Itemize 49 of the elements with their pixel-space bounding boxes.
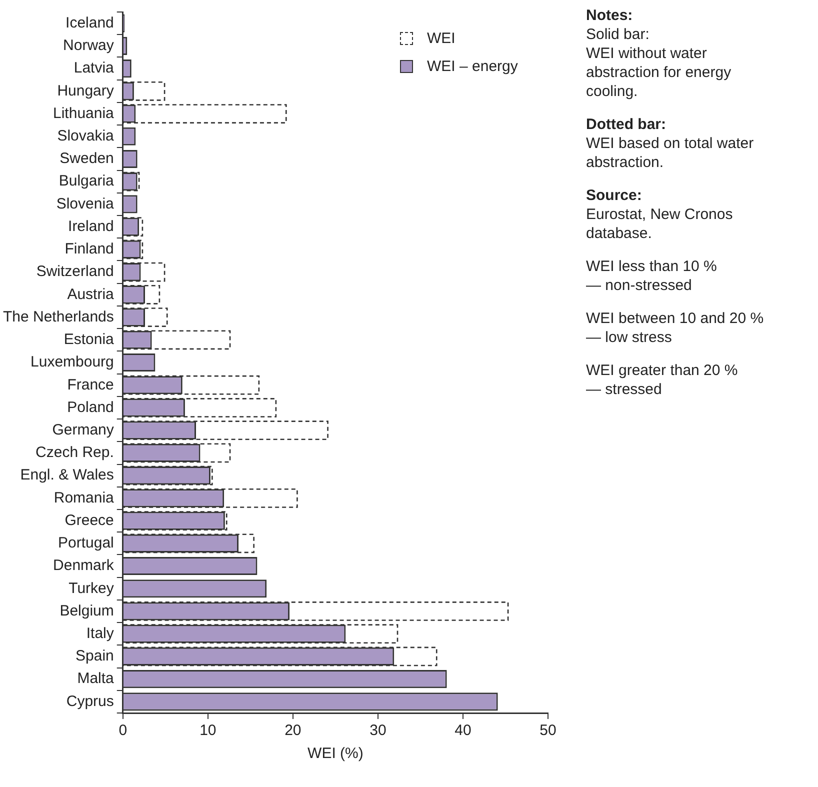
y-tick-label: France xyxy=(67,376,114,394)
y-tick-label: Slovakia xyxy=(57,128,115,145)
y-tick-label: Slovenia xyxy=(56,195,115,212)
y-tick-label: Iceland xyxy=(66,14,114,32)
y-tick-label: Hungary xyxy=(57,82,114,100)
y-tick-label: Luxembourg xyxy=(30,354,114,371)
y-tick-label: Finland xyxy=(64,240,114,258)
y-tick-label: Denmark xyxy=(53,557,114,574)
text: Eurostat, New Cronos database. xyxy=(586,205,734,243)
y-tick-label: Italy xyxy=(86,624,114,642)
x-tick-label: 50 xyxy=(540,722,556,740)
y-tick-label: Lithuania xyxy=(53,104,115,122)
y-tick-label: Poland xyxy=(67,398,114,416)
y-tick-label: Germany xyxy=(52,421,114,438)
y-tick-label: Belgium xyxy=(60,602,114,620)
y-tick-label: Cyprus xyxy=(66,692,114,710)
legend-label: WEI xyxy=(427,30,456,46)
x-tick-label: 10 xyxy=(200,722,216,740)
y-tick-label: Spain xyxy=(76,648,114,665)
y-tick-label: Austria xyxy=(67,286,115,303)
y-tick-label: Estonia xyxy=(64,331,115,348)
y-tick-label: Switzerland xyxy=(36,263,114,280)
text: WEI less than 10 % — non-stressed xyxy=(586,257,718,295)
text: Solid bar: WEI without water abstraction for energy cooling. xyxy=(586,25,732,101)
y-tick-label: Bulgaria xyxy=(58,172,115,190)
y-tick-label: The Netherlands xyxy=(2,308,114,326)
y-tick-label: Ireland xyxy=(68,218,114,235)
text: WEI between 10 and 20 % — low stress xyxy=(586,309,765,347)
text: Notes: xyxy=(586,6,634,25)
text: WEI greater than 20 % — stressed xyxy=(586,361,739,399)
text: Dotted bar: xyxy=(586,115,667,134)
x-tick-label: 0 xyxy=(118,722,128,740)
y-tick-label: Engl. & Wales xyxy=(20,466,114,484)
y-tick-label: Romania xyxy=(54,489,115,506)
y-tick-label: Norway xyxy=(63,37,114,54)
text: WEI based on total water abstraction. xyxy=(586,134,755,172)
y-tick-label: Greece xyxy=(64,512,114,529)
y-tick-label: Turkey xyxy=(68,580,114,597)
y-tick-label: Czech Rep. xyxy=(36,444,114,462)
source-note: Source: xyxy=(586,186,643,205)
x-tick-label: 20 xyxy=(284,722,302,740)
x-tick-label: 40 xyxy=(454,722,472,740)
y-tick-label: Malta xyxy=(77,670,115,688)
x-tick-label: 30 xyxy=(370,722,386,740)
y-tick-label: Sweden xyxy=(60,150,114,168)
y-tick-label: Latvia xyxy=(74,60,115,77)
y-tick-label: Portugal xyxy=(58,534,114,552)
legend-label: WEI – energy xyxy=(427,58,518,74)
x-axis-title: WEI (%) xyxy=(308,745,364,762)
